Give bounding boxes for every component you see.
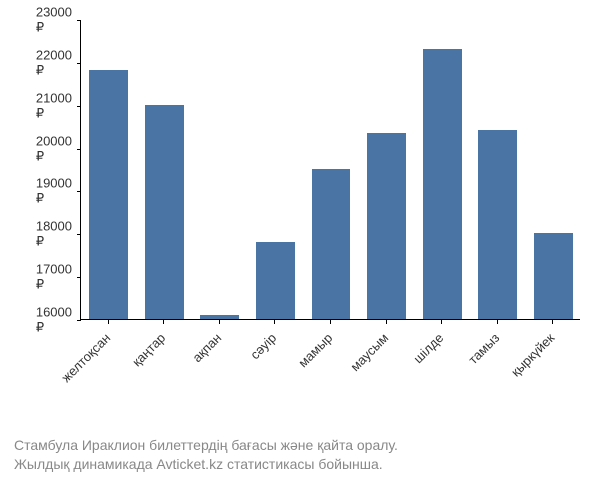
bar (534, 233, 573, 319)
x-tick-mark (497, 320, 498, 324)
caption-line-1: Стамбула Ираклион билеттердің бағасы жән… (14, 436, 600, 456)
y-tick-label: 16000 ₽ (36, 305, 72, 336)
y-tick-label: 22000 ₽ (36, 47, 72, 78)
x-tick-mark (441, 320, 442, 324)
bar (256, 242, 295, 319)
bar (200, 315, 239, 319)
y-tick-label: 21000 ₽ (36, 90, 72, 121)
bar (423, 49, 462, 319)
x-tick-mark (386, 320, 387, 324)
chart-container: 16000 ₽17000 ₽18000 ₽19000 ₽20000 ₽21000… (80, 20, 580, 360)
y-tick-mark (77, 149, 81, 150)
y-tick-mark (77, 106, 81, 107)
x-tick-mark (330, 320, 331, 324)
y-tick-mark (77, 277, 81, 278)
y-tick-label: 20000 ₽ (36, 133, 72, 164)
y-tick-mark (77, 20, 81, 21)
y-tick-label: 23000 ₽ (36, 5, 72, 36)
y-tick-mark (77, 63, 81, 64)
caption-line-2: Жылдық динамикада Avticket.kz статистика… (14, 455, 600, 475)
bar (367, 133, 406, 319)
bar (145, 105, 184, 319)
y-tick-mark (77, 191, 81, 192)
plot-area (80, 20, 580, 320)
x-tick-mark (552, 320, 553, 324)
y-tick-label: 18000 ₽ (36, 219, 72, 250)
bar (312, 169, 351, 319)
y-tick-label: 19000 ₽ (36, 176, 72, 207)
bar (478, 130, 517, 319)
x-tick-mark (108, 320, 109, 324)
bar (89, 70, 128, 319)
y-tick-mark (77, 234, 81, 235)
y-tick-mark (77, 320, 81, 321)
x-tick-mark (274, 320, 275, 324)
x-tick-mark (219, 320, 220, 324)
x-tick-mark (163, 320, 164, 324)
y-tick-label: 17000 ₽ (36, 262, 72, 293)
chart-caption: Стамбула Ираклион билеттердің бағасы жән… (14, 436, 600, 475)
